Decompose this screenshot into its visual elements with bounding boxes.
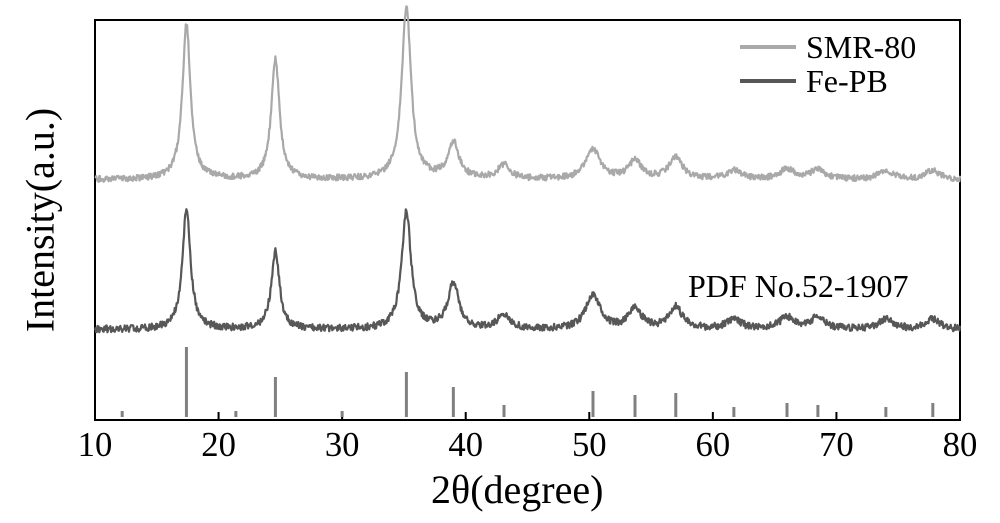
chart-container: Intensity(a.u.) 2θ(degree) PDF No.52-190… <box>0 0 1000 523</box>
x-tick-label: 80 <box>943 426 978 465</box>
legend-item-fepb: Fe-PB <box>740 64 916 98</box>
x-tick-label: 20 <box>201 426 236 465</box>
legend-label-fepb: Fe-PB <box>806 63 888 100</box>
pdf-annotation: PDF No.52-1907 <box>688 268 908 305</box>
x-axis-label: 2θ(degree) <box>431 466 603 513</box>
legend-swatch-fepb <box>740 79 796 83</box>
legend-label-smr80: SMR-80 <box>806 29 916 66</box>
legend-item-smr80: SMR-80 <box>740 30 916 64</box>
x-tick-label: 70 <box>819 426 854 465</box>
legend-swatch-smr80 <box>740 45 796 49</box>
x-tick-label: 40 <box>448 426 483 465</box>
x-tick-label: 50 <box>572 426 607 465</box>
x-tick-label: 10 <box>78 426 113 465</box>
y-axis-label: Intensity(a.u.) <box>17 108 64 332</box>
legend: SMR-80 Fe-PB <box>740 30 916 98</box>
x-tick-label: 30 <box>325 426 360 465</box>
x-tick-label: 60 <box>696 426 731 465</box>
